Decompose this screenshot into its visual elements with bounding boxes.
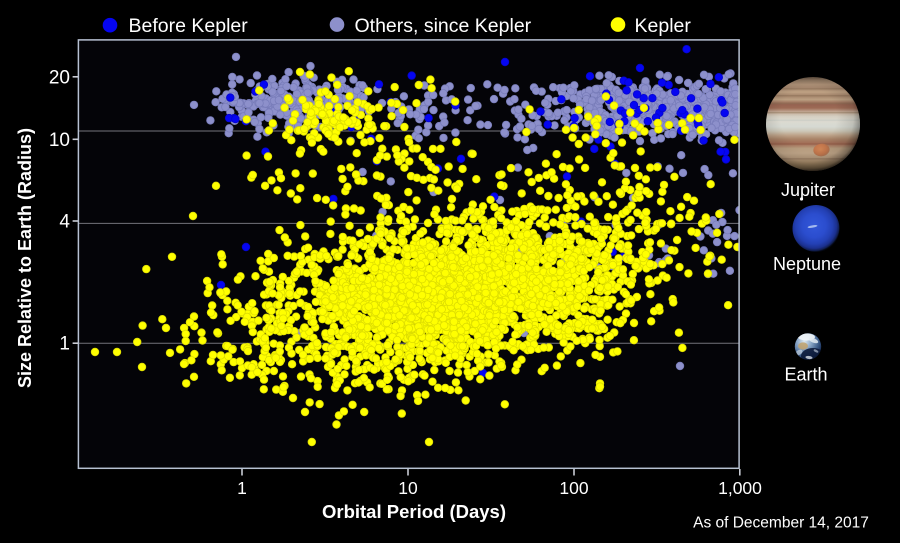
svg-text:1: 1: [59, 334, 70, 355]
svg-text:1,000: 1,000: [718, 478, 762, 498]
svg-text:Before Kepler: Before Kepler: [129, 15, 249, 37]
svg-text:Earth: Earth: [784, 365, 827, 385]
svg-text:10: 10: [49, 130, 70, 151]
svg-text:1: 1: [237, 478, 247, 498]
svg-text:Size Relative to Earth (Radius: Size Relative to Earth (Radius): [15, 128, 35, 388]
svg-text:10: 10: [398, 478, 418, 498]
svg-text:As of December 14, 2017: As of December 14, 2017: [693, 515, 869, 532]
svg-text:100: 100: [559, 478, 588, 498]
svg-text:Neptune: Neptune: [773, 254, 841, 274]
svg-text:4: 4: [59, 212, 70, 233]
svg-text:Orbital Period (Days): Orbital Period (Days): [322, 501, 506, 522]
svg-text:20: 20: [49, 68, 70, 89]
svg-text:Jupiter: Jupiter: [781, 180, 835, 200]
svg-text:Others, since Kepler: Others, since Kepler: [355, 15, 532, 37]
svg-text:Kepler: Kepler: [635, 15, 692, 37]
